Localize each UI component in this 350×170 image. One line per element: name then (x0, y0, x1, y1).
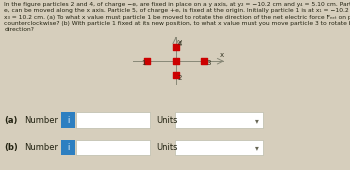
Point (173, 60, 178, 63)
FancyBboxPatch shape (61, 140, 75, 155)
Text: ▾: ▾ (256, 143, 259, 152)
Point (145, 60, 150, 63)
Point (173, 74, 178, 77)
Text: x: x (220, 52, 224, 58)
Text: (a): (a) (4, 116, 18, 125)
FancyBboxPatch shape (76, 112, 150, 128)
Text: 4: 4 (178, 41, 182, 47)
Text: ▾: ▾ (256, 116, 259, 125)
Text: Units: Units (156, 143, 177, 152)
Point (173, 46, 178, 48)
Text: Units: Units (156, 116, 177, 125)
Text: y: y (178, 39, 182, 45)
Text: i: i (67, 116, 69, 125)
Text: Number: Number (24, 116, 58, 125)
FancyBboxPatch shape (175, 140, 263, 155)
Point (201, 60, 207, 63)
Text: Number: Number (24, 143, 58, 152)
Text: i: i (67, 143, 69, 152)
Text: In the figure particles 2 and 4, of charge −e, are fixed in place on a y axis, a: In the figure particles 2 and 4, of char… (4, 2, 350, 32)
Text: 1: 1 (141, 60, 146, 66)
FancyBboxPatch shape (175, 112, 263, 128)
FancyBboxPatch shape (61, 112, 75, 128)
Text: (b): (b) (4, 143, 18, 152)
FancyBboxPatch shape (76, 140, 150, 155)
Text: 2: 2 (178, 75, 182, 81)
Text: 3: 3 (206, 60, 211, 66)
